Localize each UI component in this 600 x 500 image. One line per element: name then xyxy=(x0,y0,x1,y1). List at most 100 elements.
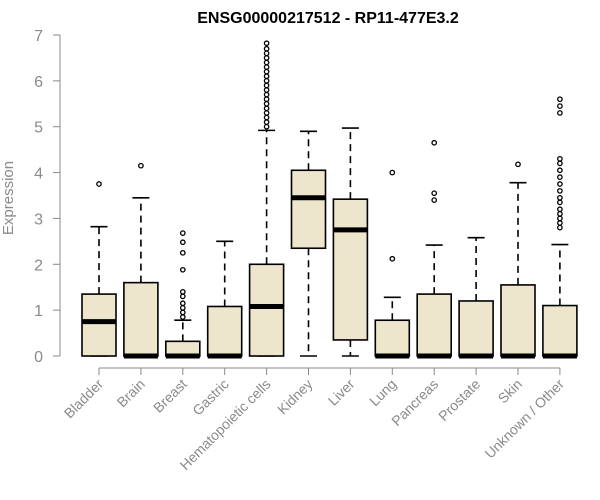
outlier-point xyxy=(263,123,270,130)
box-pancreas xyxy=(416,139,453,359)
y-tick-label: 4 xyxy=(34,166,43,183)
box-lung xyxy=(374,169,411,359)
outlier-point xyxy=(557,174,563,181)
outlier-point xyxy=(557,199,563,206)
box-iqr xyxy=(374,319,411,357)
box-iqr xyxy=(458,300,494,357)
outlier-point xyxy=(557,181,563,187)
outlier-point xyxy=(557,160,563,167)
outlier-point xyxy=(557,210,563,217)
x-tick-label: Lung xyxy=(366,376,399,409)
outlier-point xyxy=(179,304,186,311)
x-tick-label: Unknown / Other xyxy=(481,376,567,462)
outlier-point xyxy=(263,82,270,89)
box-hematopoietic-cells xyxy=(248,40,285,357)
outlier-point xyxy=(263,110,270,116)
x-tick-label: Prostate xyxy=(435,376,483,424)
outlier-point xyxy=(263,91,270,98)
box-iqr xyxy=(206,305,243,357)
box-iqr xyxy=(248,263,285,357)
outlier-point xyxy=(263,45,270,52)
outlier-point xyxy=(263,96,270,103)
outlier-point xyxy=(263,40,270,47)
outlier-point xyxy=(389,255,396,262)
outlier-point xyxy=(431,190,438,197)
outlier-point xyxy=(515,161,521,168)
outlier-point xyxy=(179,314,186,320)
x-tick-label: Brain xyxy=(114,376,148,410)
box-breast xyxy=(165,230,201,359)
outlier-point xyxy=(263,78,270,84)
outlier-point xyxy=(557,215,563,222)
boxes-group xyxy=(81,40,578,359)
y-tick-label: 0 xyxy=(34,349,43,366)
box-gastric xyxy=(206,240,243,359)
box-bladder xyxy=(81,181,117,357)
y-tick-label: 6 xyxy=(34,74,43,91)
x-tick-label: Kidney xyxy=(274,376,316,418)
outlier-point xyxy=(557,224,563,231)
outlier-point xyxy=(179,309,186,316)
outlier-point xyxy=(263,50,270,57)
box-kidney xyxy=(290,130,327,357)
x-tick-label: Liver xyxy=(325,376,358,409)
outlier-point xyxy=(179,266,186,273)
outlier-point xyxy=(263,55,270,61)
outlier-point xyxy=(179,300,186,307)
box-iqr xyxy=(542,304,578,357)
outlier-point xyxy=(557,220,563,226)
outlier-point xyxy=(263,73,270,80)
outlier-point xyxy=(179,230,186,236)
y-axis-label: Expression xyxy=(0,161,17,235)
y-tick-label: 5 xyxy=(34,120,43,137)
box-skin xyxy=(500,161,536,359)
y-tick-label: 2 xyxy=(34,257,43,274)
box-iqr xyxy=(81,293,117,357)
box-unknown-other xyxy=(542,96,578,359)
box-iqr xyxy=(123,281,159,357)
outlier-point xyxy=(389,169,396,176)
outlier-point xyxy=(557,167,563,174)
x-tick-label: Bladder xyxy=(61,376,107,422)
box-iqr xyxy=(290,169,327,250)
outlier-point xyxy=(263,87,270,93)
x-tick-label: Pancreas xyxy=(388,376,441,429)
outlier-point xyxy=(557,188,563,194)
y-axis: 0 1 2 3 4 5 6 7 xyxy=(34,28,61,366)
outlier-point xyxy=(263,105,270,112)
outlier-point xyxy=(263,64,270,70)
outlier-point xyxy=(179,288,186,295)
outlier-point xyxy=(96,181,102,187)
outlier-point xyxy=(557,194,563,201)
outlier-point xyxy=(431,139,438,146)
outlier-point xyxy=(138,162,144,169)
outlier-point xyxy=(179,239,186,246)
y-tick-label: 7 xyxy=(34,28,43,45)
box-iqr xyxy=(416,293,453,357)
outlier-point xyxy=(263,59,270,66)
box-prostate xyxy=(458,236,494,359)
x-tick-label: Breast xyxy=(150,376,190,416)
outlier-point xyxy=(179,249,186,256)
chart-title: ENSG00000217512 - RP11-477E3.2 xyxy=(197,10,459,27)
y-tick-label: 3 xyxy=(34,211,43,228)
outlier-point xyxy=(557,155,563,162)
outlier-point xyxy=(431,197,438,203)
x-tick-label: Skin xyxy=(495,376,526,407)
outlier-point xyxy=(263,114,270,121)
y-tick-label: 1 xyxy=(34,303,43,320)
box-iqr xyxy=(332,198,369,341)
outlier-point xyxy=(557,96,563,103)
box-brain xyxy=(123,162,159,359)
outlier-point xyxy=(557,103,563,109)
outlier-point xyxy=(263,100,270,107)
outlier-point xyxy=(263,68,270,75)
outlier-point xyxy=(179,293,186,300)
outlier-point xyxy=(557,206,563,213)
outlier-point xyxy=(263,119,270,125)
box-iqr xyxy=(500,284,536,357)
box-liver xyxy=(332,127,369,357)
outlier-point xyxy=(557,110,563,116)
